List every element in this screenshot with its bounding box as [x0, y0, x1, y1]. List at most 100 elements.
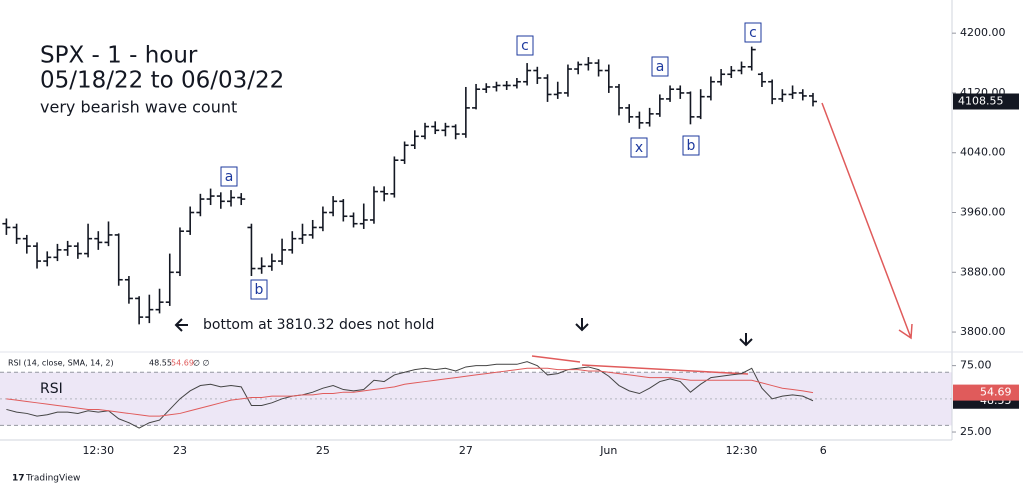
indicator-legend: RSI (14, close, SMA, 14, 2): [8, 359, 114, 368]
ohlc-bar: [390, 156, 399, 198]
indicator-line: [6, 367, 814, 417]
ohlc-bar: [22, 234, 31, 254]
ohlc-bar: [359, 203, 368, 229]
ohlc-bar: [451, 124, 460, 140]
wave-label: c: [744, 22, 762, 43]
ohlc-bar: [472, 83, 481, 110]
ohlc-bar: [400, 141, 409, 164]
ohlc-bar: [574, 61, 583, 75]
down-arrow: [575, 318, 589, 332]
ohlc-bar: [768, 79, 777, 105]
ohlc-bar: [737, 61, 746, 75]
note: very bearish wave count: [40, 98, 237, 117]
legend-extra: ∅ ∅: [193, 359, 210, 368]
ohlc-bar: [686, 91, 695, 125]
ohlc-bar: [165, 253, 174, 306]
ohlc-bar: [533, 66, 542, 84]
ohlc-bar: [63, 240, 72, 256]
ohlc-bar: [553, 81, 562, 99]
chart-subtitle: 05/18/22 to 06/03/22: [40, 68, 284, 94]
ohlc-bar: [717, 69, 726, 86]
ohlc-bar: [788, 85, 797, 99]
arrows: [174, 318, 753, 347]
ohlc-bar: [604, 64, 613, 93]
ohlc-bar: [502, 80, 511, 90]
ohlc-bar: [666, 85, 675, 102]
ohlc-bar: [278, 238, 287, 265]
ohlc-bar: [308, 219, 317, 239]
ohlc-bar: [461, 86, 470, 138]
ohlc-bar: [563, 64, 572, 97]
ohlc-bar: [431, 121, 440, 135]
wave-label-text: c: [749, 25, 757, 41]
y-tick-label: 75.00: [960, 359, 992, 372]
value-label-box: [953, 384, 1019, 401]
divergence-line: [581, 364, 749, 375]
chart-title: SPX - 1 - hour: [40, 43, 198, 69]
ohlc-bar: [216, 192, 225, 209]
y-tick-label: 3960.00: [960, 206, 1006, 219]
x-tick-label: 27: [459, 444, 473, 457]
ohlc-bar: [206, 188, 215, 206]
ohlc-bar: [135, 296, 144, 325]
ohlc-bar: [257, 257, 266, 274]
wave-label: c: [516, 35, 534, 56]
ohlc-bar: [339, 199, 348, 222]
ohlc-bar: [584, 57, 593, 71]
ohlc-bar: [114, 233, 123, 286]
ohlc-bar: [33, 242, 42, 269]
ohlc-bar: [441, 122, 450, 137]
x-tick-label: 23: [173, 444, 187, 457]
y-tick-label: 4200.00: [960, 26, 1006, 39]
y-tick-label: 25.00: [960, 425, 992, 438]
legend-value: 48.55: [149, 359, 172, 368]
ohlc-bar: [747, 46, 756, 71]
value-label: 54.69: [980, 386, 1012, 399]
x-tick-label: 12:30: [726, 444, 758, 457]
x-tick-label: Jun: [599, 444, 617, 457]
ohlc-bar: [706, 76, 715, 101]
ohlc-bar: [625, 104, 634, 123]
ohlc-bar: [676, 85, 685, 99]
ohlc-bar: [635, 111, 644, 129]
ohlc-bar: [145, 294, 154, 324]
ohlc-bar: [73, 242, 82, 259]
y-tick-label: 3800.00: [960, 325, 1006, 338]
price-label: 4108.55: [958, 95, 1004, 108]
x-tick-label: 12:30: [82, 444, 114, 457]
ohlc-bar: [410, 130, 419, 149]
down-arrow: [739, 333, 753, 347]
ohlc-bar: [227, 190, 236, 207]
ohlc-bar: [104, 221, 113, 247]
ohlc-bar: [12, 223, 21, 244]
price-label-box: [953, 93, 1019, 110]
ohlc-bar: [543, 74, 552, 102]
red-lines: [531, 102, 913, 375]
wave-label: a: [220, 166, 238, 187]
ohlc-bar: [124, 276, 133, 304]
divergence-line: [531, 355, 581, 363]
ohlc-bar: [512, 78, 521, 89]
wave-label: a: [651, 56, 669, 77]
ohlc-bar: [380, 186, 389, 202]
ohlc-bar: [155, 288, 164, 314]
wave-label: b: [682, 135, 700, 156]
logo-mark: 17: [12, 474, 25, 484]
ohlc-bar: [655, 94, 664, 117]
ohlc-bar: [482, 83, 491, 93]
y-tick-label: 3880.00: [960, 265, 1006, 278]
legend-value: 54.69: [171, 359, 194, 368]
indicator-line: [6, 361, 814, 429]
ohlc-bar: [808, 92, 817, 107]
ohlc-bar: [349, 212, 358, 228]
ohlc-bar: [757, 72, 766, 87]
ohlc-bar: [645, 107, 654, 127]
ohlc-bar: [492, 81, 501, 92]
x-tick-label: 6: [820, 444, 827, 457]
ohlc-bar: [2, 218, 11, 235]
wave-label-text: b: [255, 282, 264, 298]
projection-arrow: [821, 102, 913, 340]
wave-label-text: a: [656, 59, 665, 75]
wave-label-text: a: [225, 169, 234, 185]
